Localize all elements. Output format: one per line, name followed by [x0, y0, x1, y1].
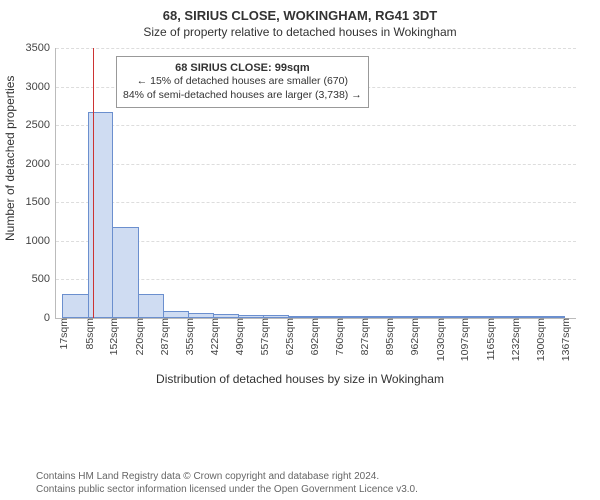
gridline — [56, 202, 576, 203]
footer-line-1: Contains HM Land Registry data © Crown c… — [36, 471, 418, 484]
histogram-bar — [62, 294, 88, 318]
histogram-bar — [138, 294, 164, 318]
x-tick-label: 760sqm — [330, 318, 346, 355]
y-tick-label: 2000 — [26, 158, 56, 170]
plot-area: 050010001500200025003000350017sqm85sqm15… — [55, 48, 576, 319]
x-tick-label: 1165sqm — [481, 318, 497, 360]
x-tick-label: 1232sqm — [506, 318, 522, 361]
x-tick-label: 1300sqm — [531, 318, 547, 361]
gridline — [56, 164, 576, 165]
chart-container: Number of detached properties 0500100015… — [0, 42, 600, 440]
footer-line-2: Contains public sector information licen… — [36, 484, 418, 497]
x-tick-label: 490sqm — [230, 318, 246, 355]
page-title: 68, SIRIUS CLOSE, WOKINGHAM, RG41 3DT — [0, 8, 600, 23]
x-tick-label: 17sqm — [54, 318, 70, 350]
x-tick-label: 625sqm — [280, 318, 296, 355]
footer-attribution: Contains HM Land Registry data © Crown c… — [36, 471, 418, 496]
x-axis-label: Distribution of detached houses by size … — [0, 372, 600, 386]
x-tick-label: 1097sqm — [455, 318, 471, 361]
histogram-bar — [163, 311, 189, 318]
x-tick-label: 355sqm — [180, 318, 196, 355]
y-tick-label: 3000 — [26, 81, 56, 93]
y-tick-label: 3500 — [26, 42, 56, 54]
gridline — [56, 48, 576, 49]
x-tick-label: 962sqm — [405, 318, 421, 355]
histogram-bar — [88, 112, 114, 318]
y-tick-label: 1000 — [26, 235, 56, 247]
annotation-line-1: ← 15% of detached houses are smaller (67… — [123, 75, 362, 89]
x-tick-label: 287sqm — [155, 318, 171, 355]
y-tick-label: 1500 — [26, 196, 56, 208]
y-axis-label: Number of detached properties — [3, 76, 17, 241]
x-tick-label: 422sqm — [205, 318, 221, 355]
y-tick-label: 500 — [32, 273, 56, 285]
x-tick-label: 152sqm — [104, 318, 120, 355]
annotation-title: 68 SIRIUS CLOSE: 99sqm — [123, 61, 362, 75]
annotation-line-2: 84% of semi-detached houses are larger (… — [123, 89, 362, 103]
marker-line — [93, 48, 94, 318]
x-tick-label: 827sqm — [355, 318, 371, 355]
x-tick-label: 1030sqm — [431, 318, 447, 361]
x-tick-label: 85sqm — [80, 318, 96, 350]
x-tick-label: 692sqm — [305, 318, 321, 355]
histogram-bar — [112, 227, 138, 318]
x-tick-label: 220sqm — [130, 318, 146, 355]
x-tick-label: 1367sqm — [556, 318, 572, 361]
page-subtitle: Size of property relative to detached ho… — [0, 25, 600, 39]
x-tick-label: 895sqm — [380, 318, 396, 355]
annotation-box: 68 SIRIUS CLOSE: 99sqm← 15% of detached … — [116, 56, 369, 108]
gridline — [56, 125, 576, 126]
y-tick-label: 2500 — [26, 119, 56, 131]
x-tick-label: 557sqm — [255, 318, 271, 355]
